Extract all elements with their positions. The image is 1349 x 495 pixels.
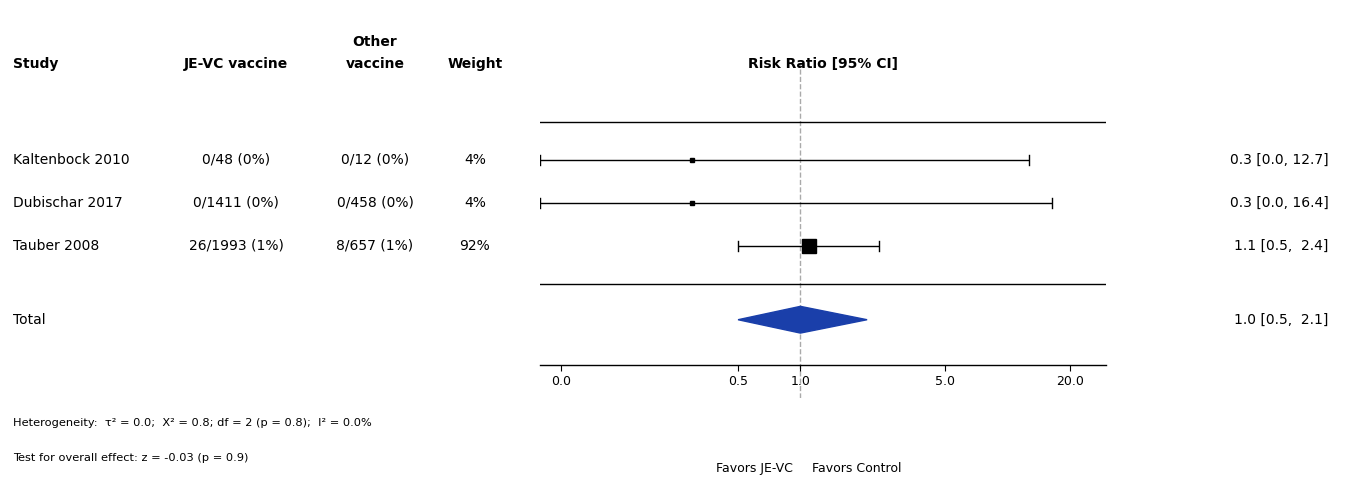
Text: Study: Study (13, 57, 59, 71)
Text: vaccine: vaccine (345, 57, 405, 71)
Text: 0/458 (0%): 0/458 (0%) (337, 196, 413, 210)
Text: Risk Ratio [95% CI]: Risk Ratio [95% CI] (747, 57, 898, 71)
Text: 4%: 4% (464, 196, 486, 210)
Text: 1.1 [0.5,  2.4]: 1.1 [0.5, 2.4] (1234, 239, 1329, 253)
Text: Test for overall effect: z = -0.03 (p = 0.9): Test for overall effect: z = -0.03 (p = … (13, 453, 248, 463)
Text: 92%: 92% (460, 239, 490, 253)
Text: 0.3 [0.0, 12.7]: 0.3 [0.0, 12.7] (1230, 153, 1329, 167)
Text: Weight: Weight (448, 57, 502, 71)
Text: JE-VC vaccine: JE-VC vaccine (183, 57, 289, 71)
Text: 1.0 [0.5,  2.1]: 1.0 [0.5, 2.1] (1234, 313, 1329, 327)
Text: 4%: 4% (464, 153, 486, 167)
Polygon shape (738, 306, 867, 333)
Text: 0/1411 (0%): 0/1411 (0%) (193, 196, 279, 210)
Text: Heterogeneity:  τ² = 0.0;  X² = 0.8; df = 2 (p = 0.8);  I² = 0.0%: Heterogeneity: τ² = 0.0; X² = 0.8; df = … (13, 418, 372, 428)
Text: Total: Total (13, 313, 46, 327)
Text: Kaltenbock 2010: Kaltenbock 2010 (13, 153, 130, 167)
Text: Favors Control: Favors Control (812, 462, 901, 475)
Text: Favors JE-VC: Favors JE-VC (716, 462, 793, 475)
Text: 26/1993 (1%): 26/1993 (1%) (189, 239, 283, 253)
Text: Tauber 2008: Tauber 2008 (13, 239, 100, 253)
Text: 0/12 (0%): 0/12 (0%) (341, 153, 409, 167)
Text: 8/657 (1%): 8/657 (1%) (336, 239, 414, 253)
Text: Dubischar 2017: Dubischar 2017 (13, 196, 123, 210)
Text: Other: Other (352, 35, 398, 49)
Text: 0.3 [0.0, 16.4]: 0.3 [0.0, 16.4] (1230, 196, 1329, 210)
Text: 0/48 (0%): 0/48 (0%) (202, 153, 270, 167)
